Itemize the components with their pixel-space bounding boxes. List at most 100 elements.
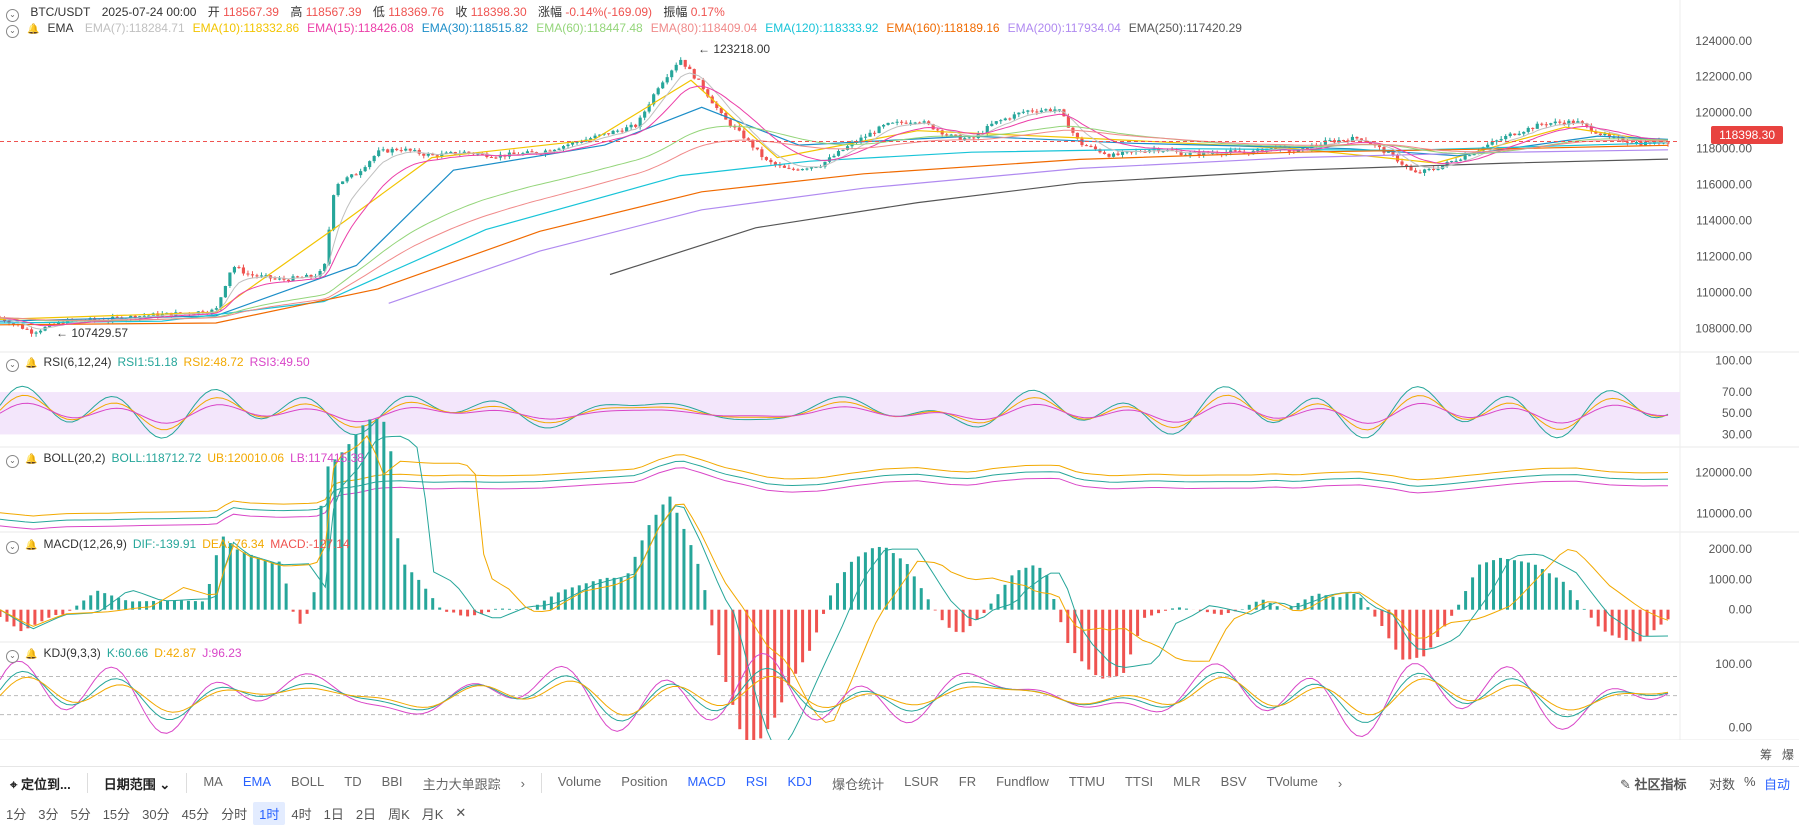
indicator-3[interactable]: RSI [745,773,768,789]
ohlc-header: ⌄ BTC/USDT 2025-07-24 00:00 开 118567.39 … [6,3,733,22]
candle-body [760,149,764,158]
macd-bar [1261,599,1265,610]
timeframe-9[interactable]: 1日 [323,806,344,822]
timeframe-7[interactable]: 1时 [253,801,286,825]
indicator-0[interactable]: Volume [557,773,602,789]
indicator-2[interactable]: MACD [687,773,726,789]
collapse-icon[interactable]: ⌄ [6,455,19,468]
timeframe-6[interactable]: 分时 [221,806,248,822]
rsi3-value: RSI3:49.50 [249,355,310,369]
collapse-icon[interactable]: ⌄ [6,25,19,38]
macd-bar [912,576,916,610]
indicator-8[interactable]: Fundflow [996,773,1049,789]
macd-bar [340,452,344,610]
percent-toggle[interactable]: % [1744,774,1756,789]
indicator-13[interactable]: TVolume [1266,773,1318,789]
close-icon[interactable]: ✕ [455,805,467,820]
macd-bar [1324,595,1328,610]
timeframe-4[interactable]: 30分 [142,806,170,822]
macd-bar [1666,609,1670,620]
indicator-4[interactable]: KDJ [787,773,813,789]
ema-line [0,144,1669,326]
candle-body [931,124,935,130]
candle-body [1062,109,1066,117]
indicator-1[interactable]: EMA [242,773,271,789]
locate-button[interactable]: ⌖ 定位到... [0,774,81,793]
candle-body [688,66,692,70]
candle-body [246,273,250,275]
bell-icon[interactable]: 🔔 [25,540,38,551]
indicator-5[interactable]: 主力大单跟踪 [422,776,501,792]
macd-bar [640,540,644,610]
timeframe-8[interactable]: 4时 [291,806,312,822]
macd-bar [1275,606,1279,610]
macd-bar [445,609,449,612]
candle-body [66,319,70,324]
rsi1-value: RSI1:51.18 [117,355,178,369]
collapse-icon[interactable]: ⌄ [6,650,19,663]
macd-bar [717,609,721,656]
indicator-0[interactable]: MA [203,773,223,789]
community-indicator-button[interactable]: ✎ 社区指标 [1620,774,1687,793]
candle-body [823,161,827,167]
indicator-4[interactable]: BBI [381,773,403,789]
low: 低 118369.76 [372,5,445,19]
candle-body [214,308,218,310]
symbol: BTC/USDT [30,5,91,19]
timeframe-1[interactable]: 3分 [38,806,59,822]
log-toggle[interactable]: 对数 [1709,777,1736,792]
auto-toggle[interactable]: 自动 [1764,777,1791,792]
candle-body [656,88,660,95]
candle-body [1030,110,1034,112]
indicator-11[interactable]: MLR [1173,773,1201,789]
candle-body [561,146,566,149]
indicator-7[interactable]: FR [958,773,977,789]
indicator-2[interactable]: BOLL [291,773,325,789]
timeframe-0[interactable]: 1分 [6,806,27,822]
macd-bar [815,609,819,633]
macd-bar [1003,584,1007,610]
chevron-right-icon[interactable]: › [520,775,525,791]
macd-bar [1659,609,1663,625]
edit-icon: ✎ [1620,777,1635,792]
candle-body [498,154,502,158]
chip-label[interactable]: 筹 [1760,748,1773,762]
liquidation-label[interactable]: 爆 [1782,748,1795,762]
timeframe-2[interactable]: 5分 [70,806,91,822]
collapse-icon[interactable]: ⌄ [6,359,19,372]
indicator-12[interactable]: BSV [1220,773,1247,789]
indicator-1[interactable]: Position [621,773,668,789]
indicator-10[interactable]: TTSI [1124,773,1154,789]
timeframe-12[interactable]: 月K [421,806,444,822]
macd-bar [570,587,574,610]
collapse-icon[interactable]: ⌄ [6,9,19,22]
candle-body [1535,123,1539,129]
timeframe-3[interactable]: 15分 [102,806,131,822]
indicator-3[interactable]: TD [344,773,362,789]
candle-body [1562,122,1566,125]
bell-icon[interactable]: 🔔 [25,649,38,660]
macd-bar [1436,609,1440,637]
candle-body [1265,148,1269,152]
macd-bar [926,599,930,610]
date-range-button[interactable]: 日期范围 ⌄ [94,774,181,793]
candle-body [259,275,264,277]
indicator-5[interactable]: 爆仓统计 [832,776,885,792]
indicator-6[interactable]: LSUR [904,773,939,789]
bell-icon[interactable]: 🔔 [27,24,40,35]
rsi-tick-label: 100.00 [1715,353,1752,367]
bell-icon[interactable]: 🔔 [25,358,38,369]
macd-bar [905,564,909,610]
candle-body [1296,149,1300,153]
macd-bar [710,609,714,626]
timeframe-11[interactable]: 周K [388,806,410,822]
timeframe-5[interactable]: 45分 [181,806,210,822]
candle-body [1517,133,1521,136]
bell-icon[interactable]: 🔔 [25,454,38,465]
indicator-9[interactable]: TTMU [1068,773,1105,789]
chart-canvas[interactable]: 108000.00 110000.00 112000.00 114000.00 1160… [0,0,1799,740]
timeframe-10[interactable]: 2日 [355,806,377,822]
chevron-right-icon[interactable]: › [1337,775,1343,791]
collapse-icon[interactable]: ⌄ [6,541,19,554]
candle-body [809,167,814,169]
